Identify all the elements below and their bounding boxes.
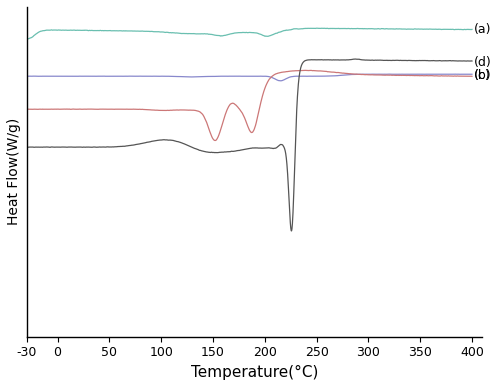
Text: (b): (b) [474,69,492,82]
Y-axis label: Heat Flow(W/g): Heat Flow(W/g) [7,118,21,226]
Text: (a): (a) [474,23,492,36]
Text: (c): (c) [474,69,491,82]
Text: (d): (d) [474,56,492,69]
X-axis label: Temperature(°C): Temperature(°C) [190,365,318,380]
